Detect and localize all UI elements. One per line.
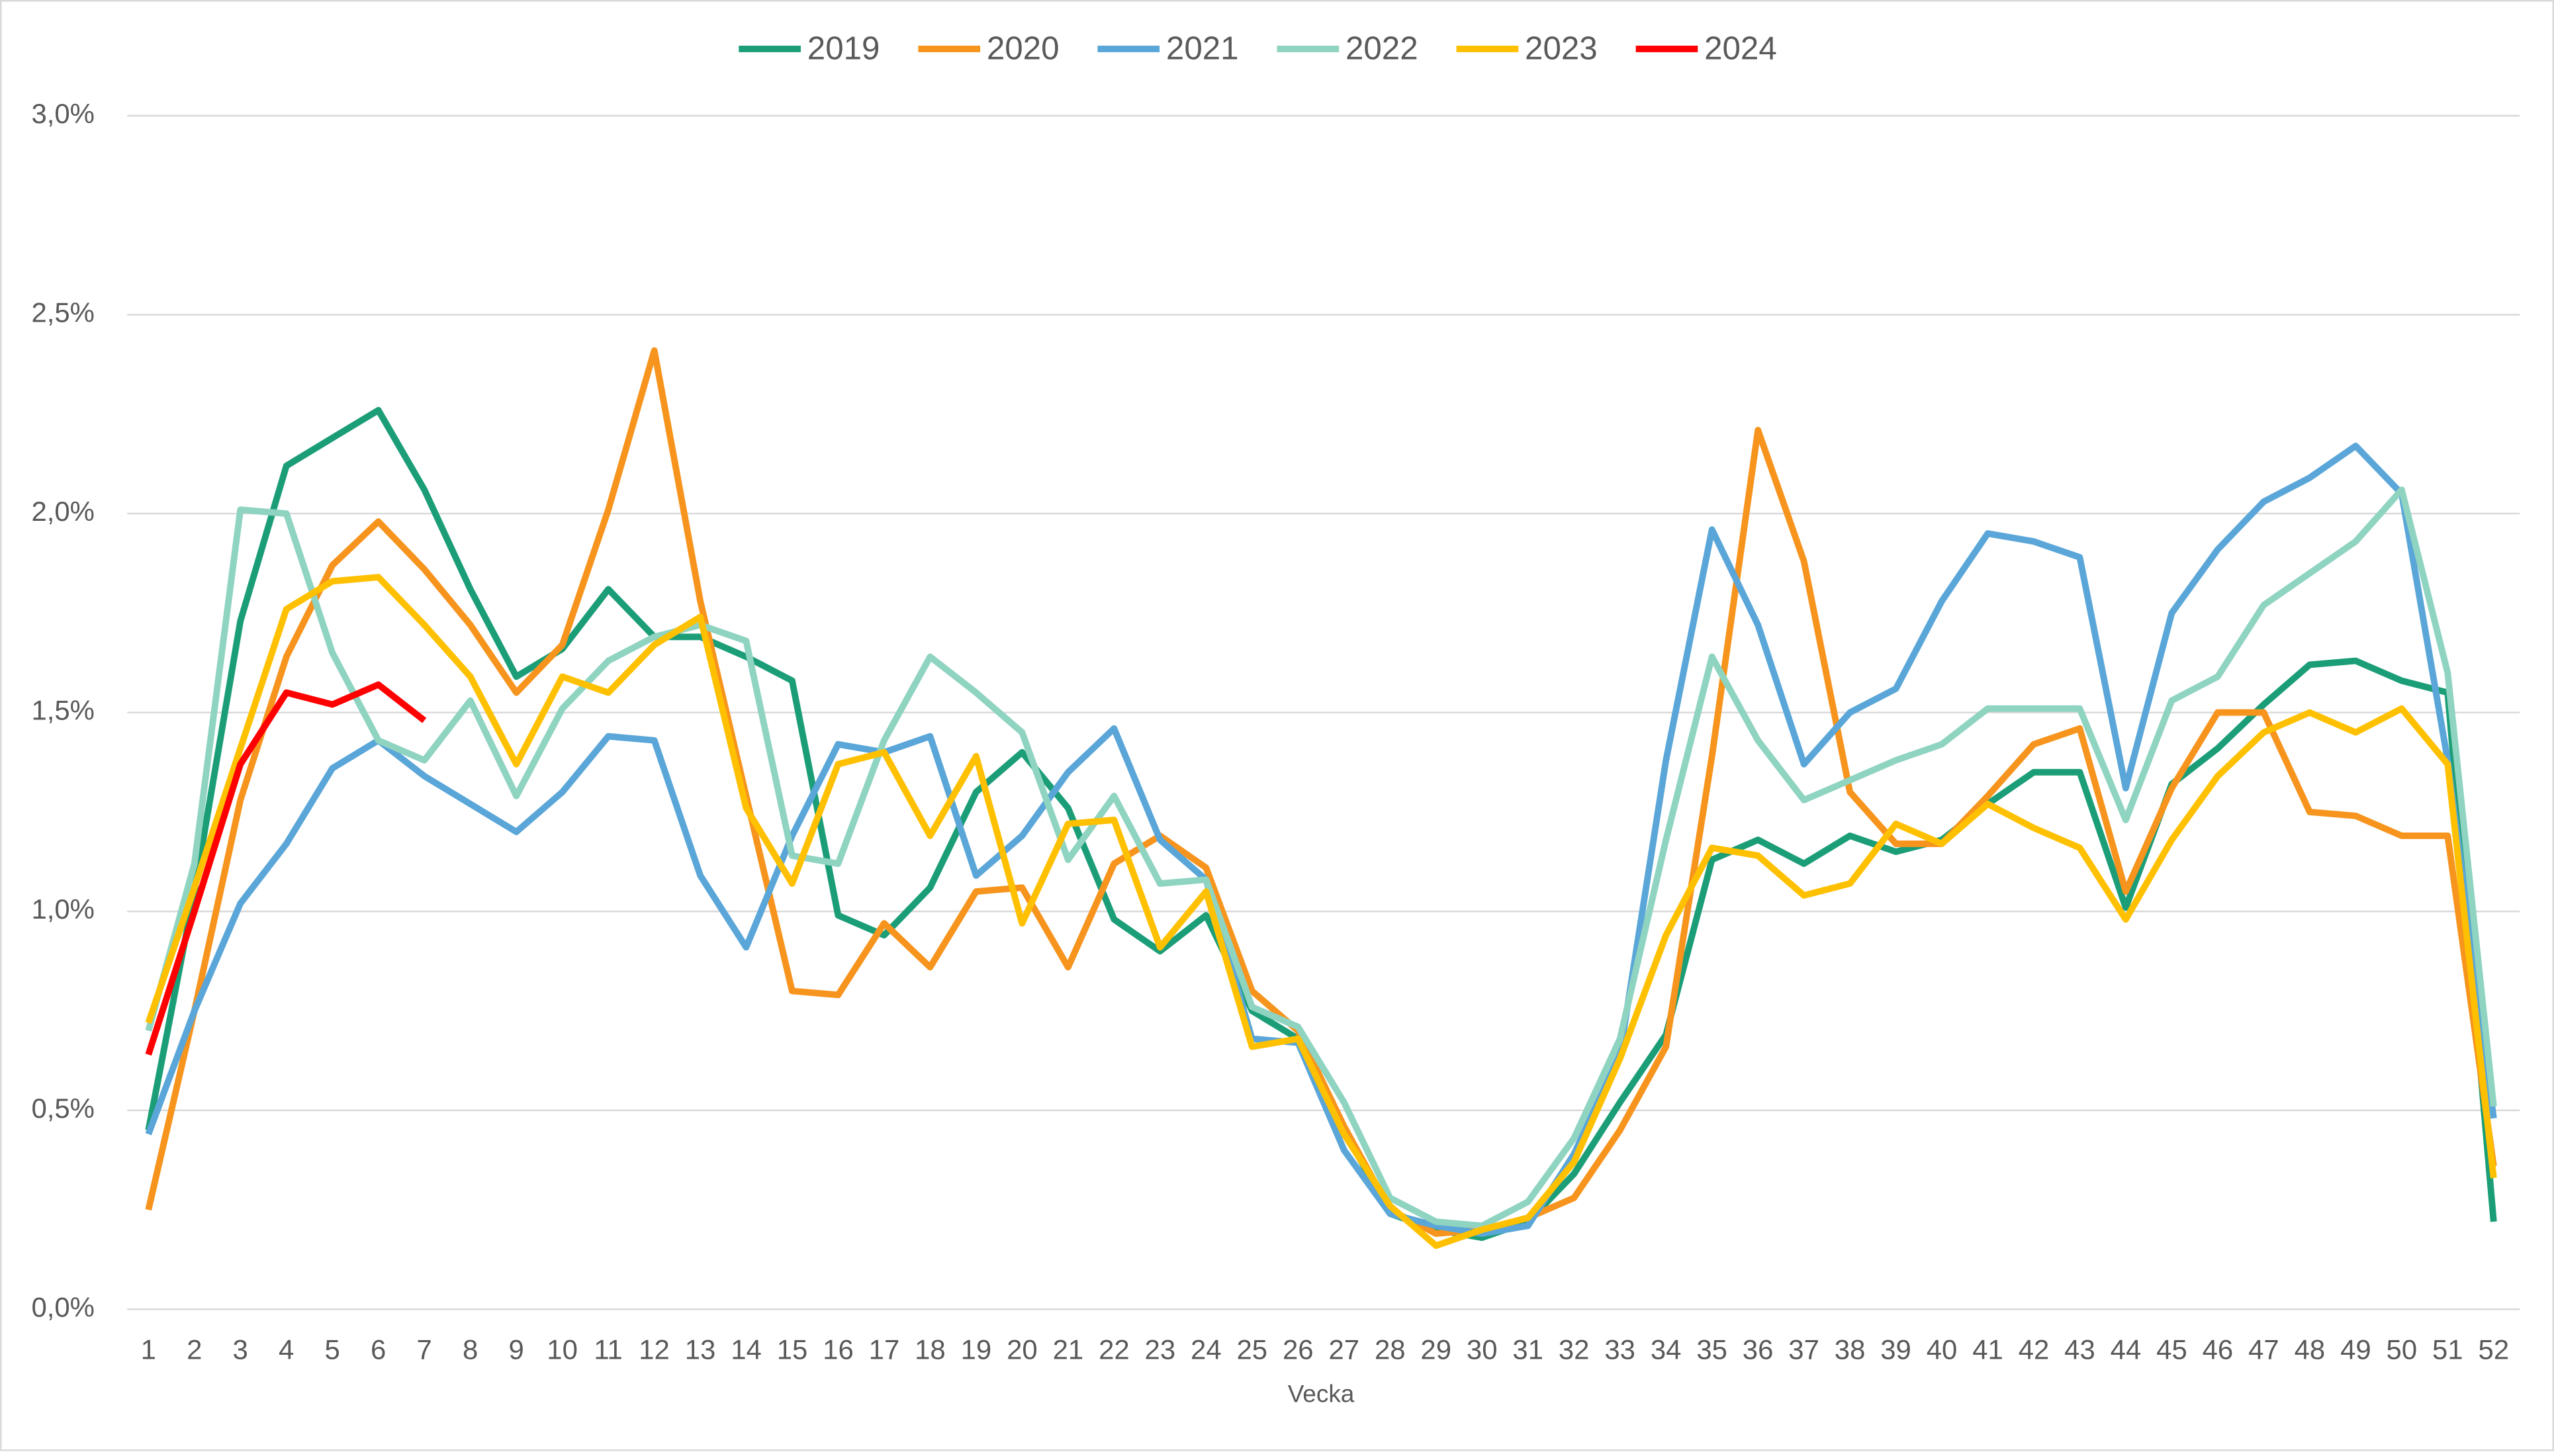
x-tick-label: 42 bbox=[2019, 1334, 2050, 1365]
x-tick-label: 27 bbox=[1328, 1334, 1359, 1365]
y-tick-label: 3,0% bbox=[31, 98, 94, 129]
x-tick-label: 35 bbox=[1696, 1334, 1727, 1365]
x-tick-label: 19 bbox=[961, 1334, 992, 1365]
x-tick-label: 22 bbox=[1099, 1334, 1130, 1365]
x-tick-label: 9 bbox=[508, 1334, 524, 1365]
x-tick-label: 45 bbox=[2156, 1334, 2187, 1365]
legend-label: 2023 bbox=[1525, 30, 1598, 66]
x-tick-label: 46 bbox=[2203, 1334, 2234, 1365]
y-tick-label: 1,5% bbox=[31, 695, 94, 726]
x-tick-label: 13 bbox=[685, 1334, 716, 1365]
series-line bbox=[145, 681, 427, 1056]
x-tick-label: 18 bbox=[915, 1334, 946, 1365]
series-line bbox=[145, 574, 2497, 1250]
y-tick-label: 2,0% bbox=[31, 496, 94, 527]
x-tick-label: 1 bbox=[141, 1334, 156, 1365]
y-tick-label: 0,0% bbox=[31, 1291, 94, 1322]
x-tick-label: 16 bbox=[823, 1334, 854, 1365]
y-tick-label: 2,5% bbox=[31, 297, 94, 328]
x-tick-label: 29 bbox=[1420, 1334, 1451, 1365]
x-tick-label: 11 bbox=[594, 1334, 622, 1365]
x-tick-label: 48 bbox=[2295, 1334, 2326, 1365]
y-tick-label: 1,0% bbox=[31, 893, 94, 925]
x-tick-label: 50 bbox=[2387, 1334, 2418, 1365]
x-tick-label: 24 bbox=[1191, 1334, 1222, 1365]
x-tick-label: 30 bbox=[1467, 1334, 1498, 1365]
legend-label: 2024 bbox=[1704, 30, 1777, 66]
x-tick-label: 20 bbox=[1007, 1334, 1038, 1365]
x-tick-label: 38 bbox=[1835, 1334, 1866, 1365]
x-tick-label: 47 bbox=[2248, 1334, 2279, 1365]
x-tick-label: 32 bbox=[1559, 1334, 1590, 1365]
x-tick-label: 37 bbox=[1788, 1334, 1819, 1365]
legend-label: 2021 bbox=[1166, 30, 1239, 66]
x-tick-label: 28 bbox=[1375, 1334, 1406, 1365]
legend-label: 2019 bbox=[807, 30, 880, 66]
x-tick-label: 39 bbox=[1880, 1334, 1911, 1365]
x-tick-label: 23 bbox=[1145, 1334, 1176, 1365]
x-tick-label: 6 bbox=[371, 1334, 386, 1365]
x-tick-label: 34 bbox=[1651, 1334, 1682, 1365]
x-tick-label: 15 bbox=[777, 1334, 808, 1365]
x-tick-label: 8 bbox=[463, 1334, 478, 1365]
x-tick-label: 10 bbox=[547, 1334, 578, 1365]
x-tick-label: 3 bbox=[233, 1334, 248, 1365]
x-tick-label: 7 bbox=[416, 1334, 432, 1365]
series-line bbox=[145, 347, 2497, 1237]
x-tick-label: 51 bbox=[2432, 1334, 2463, 1365]
x-tick-label: 40 bbox=[1927, 1334, 1958, 1365]
x-axis-label: Vecka bbox=[1288, 1381, 1355, 1408]
x-tick-label: 41 bbox=[1972, 1334, 2003, 1365]
x-tick-label: 43 bbox=[2064, 1334, 2095, 1365]
x-tick-label: 2 bbox=[187, 1334, 202, 1365]
x-tick-label: 33 bbox=[1604, 1334, 1635, 1365]
series-line bbox=[145, 442, 2497, 1237]
series-line bbox=[145, 486, 2497, 1230]
x-tick-label: 26 bbox=[1283, 1334, 1314, 1365]
x-tick-label: 36 bbox=[1743, 1334, 1774, 1365]
x-tick-label: 31 bbox=[1512, 1334, 1543, 1365]
x-tick-label: 5 bbox=[325, 1334, 340, 1365]
x-tick-label: 21 bbox=[1053, 1334, 1084, 1365]
x-tick-label: 17 bbox=[869, 1334, 900, 1365]
legend-label: 2022 bbox=[1345, 30, 1418, 66]
legend-label: 2020 bbox=[987, 30, 1060, 66]
y-tick-label: 0,5% bbox=[31, 1093, 94, 1124]
x-tick-label: 52 bbox=[2479, 1334, 2510, 1365]
x-tick-label: 14 bbox=[731, 1334, 762, 1365]
x-tick-label: 12 bbox=[639, 1334, 670, 1365]
x-tick-label: 25 bbox=[1237, 1334, 1268, 1365]
x-tick-label: 44 bbox=[2111, 1334, 2142, 1365]
x-tick-label: 49 bbox=[2340, 1334, 2371, 1365]
x-tick-label: 4 bbox=[279, 1334, 294, 1365]
